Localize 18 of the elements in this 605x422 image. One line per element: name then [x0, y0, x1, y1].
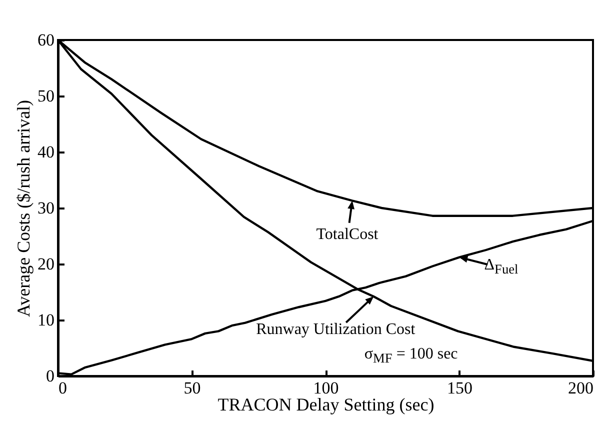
x-tick-label: 200	[568, 378, 594, 398]
y-tick-label: 50	[38, 86, 54, 106]
y-tick-label: 20	[38, 254, 54, 274]
x-tick-label: 100	[313, 378, 339, 398]
annotation: TotalCost	[316, 226, 378, 244]
y-tick-label: 40	[38, 142, 54, 162]
annotation: σ$_{MF}$ = 100 sec	[364, 345, 458, 366]
y-tick-label: 60	[38, 30, 54, 50]
annotation: Δ$_{Fuel}$	[484, 256, 518, 278]
x-tick-label: 50	[184, 378, 201, 398]
x-axis-title: TRACON Delay Setting (sec)	[218, 394, 434, 414]
y-tick-label: 30	[38, 198, 54, 218]
y-axis-title: Average Costs ($/rush arrival)	[14, 100, 34, 318]
x-tick-label: 150	[447, 378, 472, 398]
y-tick-label: 10	[38, 310, 54, 330]
annotation: Runway Utilization Cost	[256, 321, 416, 340]
x-tick-label: 0	[58, 378, 67, 398]
y-tick-label: 0	[46, 366, 54, 386]
